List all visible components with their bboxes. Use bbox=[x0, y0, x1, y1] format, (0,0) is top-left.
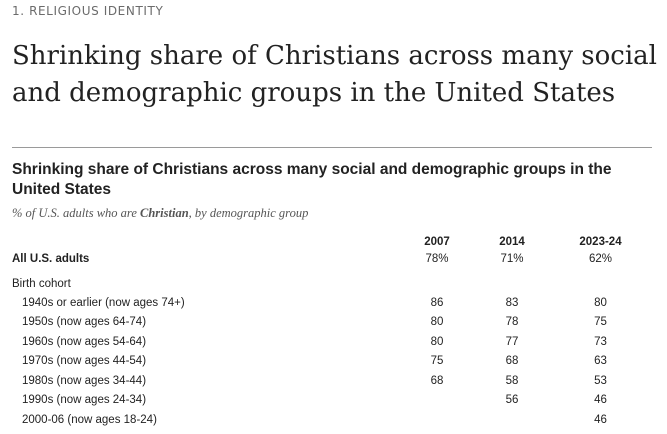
table-cell: 80 bbox=[594, 297, 607, 309]
table-cell: 71% bbox=[500, 253, 524, 265]
row-label-all-adults: All U.S. adults bbox=[12, 253, 90, 265]
kicker: 1. RELIGIOUS IDENTITY bbox=[12, 4, 164, 18]
table-cell: 78 bbox=[505, 316, 519, 328]
table-cell: 63 bbox=[594, 355, 607, 367]
row-label: 1940s or earlier (now ages 74+) bbox=[22, 297, 185, 309]
table-cell: 68 bbox=[430, 375, 444, 387]
row-group-birth-cohort: Birth cohort bbox=[12, 278, 71, 290]
table-cell: 75 bbox=[594, 316, 607, 328]
table-cell: 46 bbox=[594, 414, 607, 426]
table-cell: 75 bbox=[430, 355, 444, 367]
table-cell: 78% bbox=[425, 253, 449, 265]
table-cell: 68 bbox=[505, 355, 519, 367]
row-label: 1990s (now ages 24-34) bbox=[22, 394, 147, 406]
row-label: 1960s (now ages 54-64) bbox=[22, 336, 147, 348]
row-label: 2000-06 (now ages 18-24) bbox=[22, 414, 157, 426]
column-header-2014: 2014 bbox=[499, 236, 525, 248]
headline: Shrinking share of Christians across man… bbox=[12, 41, 657, 108]
table-cell: 83 bbox=[505, 297, 519, 309]
table-cell: 80 bbox=[430, 316, 444, 328]
table-cell: 73 bbox=[594, 336, 607, 348]
table-cell: 86 bbox=[430, 297, 444, 309]
chart-subtitle: % of U.S. adults who are Christian, by d… bbox=[12, 206, 308, 221]
row-label: 1970s (now ages 44-54) bbox=[22, 355, 147, 367]
subtitle-post: , by demographic group bbox=[188, 206, 309, 220]
table-cell: 56 bbox=[505, 394, 519, 406]
subtitle-pre: % of U.S. adults who are bbox=[12, 206, 141, 220]
row-label: 1980s (now ages 34-44) bbox=[22, 375, 147, 387]
row-label: 1950s (now ages 64-74) bbox=[22, 316, 147, 328]
column-header-2023-24: 2023-24 bbox=[579, 236, 622, 248]
table-cell: 77 bbox=[505, 336, 519, 348]
table-cell: 53 bbox=[594, 375, 607, 387]
table-cell: 62% bbox=[588, 253, 613, 265]
column-header-2007: 2007 bbox=[424, 236, 450, 248]
divider bbox=[12, 147, 652, 148]
table-cell: 46 bbox=[594, 394, 607, 406]
table-cell: 58 bbox=[505, 375, 519, 387]
subtitle-emphasis: Christian bbox=[140, 206, 189, 220]
chart-title: Shrinking share of Christians across man… bbox=[12, 161, 612, 198]
table-cell: 80 bbox=[430, 336, 444, 348]
